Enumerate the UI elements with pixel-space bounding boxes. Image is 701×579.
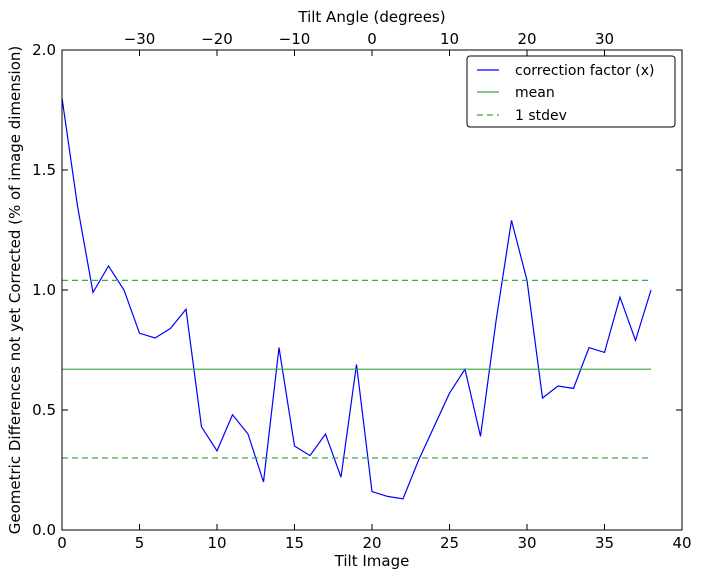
top-tick-label: 0 — [367, 30, 377, 48]
series-layer — [61, 97, 652, 500]
legend-entry-stdev: 1 stdev — [515, 108, 567, 124]
x-tick-label: 20 — [362, 534, 381, 552]
y-tick-label: 1.0 — [32, 281, 56, 299]
y-tick-label: 1.5 — [32, 161, 56, 179]
top-axis-label: Tilt Angle (degrees) — [297, 8, 445, 26]
top-tick-label: 20 — [517, 30, 536, 48]
x-tick-label: 10 — [207, 534, 226, 552]
x-tick-label: 25 — [440, 534, 459, 552]
legend-box — [466, 55, 676, 128]
x-tick-label: 35 — [595, 534, 614, 552]
y-tick-label: 0.5 — [32, 401, 56, 419]
ticks-layer: 0 5 10 15 20 25 30 35 40 0.0 0.5 1.0 1.5 2.0 −30 −20 −10… — [32, 30, 691, 552]
x-axis-label: Tilt Image — [334, 552, 410, 570]
top-tick-label: 30 — [595, 30, 614, 48]
x-tick-label: 0 — [57, 534, 67, 552]
x-tick-label: 15 — [285, 534, 304, 552]
top-tick-label: −10 — [279, 30, 311, 48]
plot-background — [62, 50, 682, 530]
x-tick-label: 5 — [135, 534, 145, 552]
x-tick-label: 30 — [517, 534, 536, 552]
y-tick-label: 0.0 — [32, 521, 56, 539]
top-tick-label: −30 — [124, 30, 156, 48]
legend: correction factor (x) mean 1 stdev — [466, 55, 676, 128]
top-tick-label: −20 — [201, 30, 233, 48]
legend-entry-correction: correction factor (x) — [515, 63, 654, 79]
legend-entry-mean: mean — [515, 85, 555, 101]
top-tick-label: 10 — [440, 30, 459, 48]
x-tick-label: 40 — [672, 534, 691, 552]
y-axis-label: Geometric Differences not yet Corrected … — [6, 46, 24, 535]
y-tick-label: 2.0 — [32, 41, 56, 59]
series-line-0 — [61, 97, 652, 500]
